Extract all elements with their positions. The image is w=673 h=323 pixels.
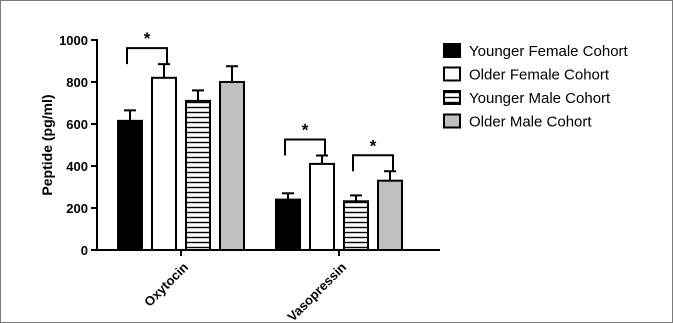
bar	[343, 200, 369, 251]
legend-swatch	[443, 66, 461, 82]
legend-label: Younger Male Cohort	[469, 90, 611, 107]
significance-bracket	[126, 47, 168, 65]
bar	[151, 76, 177, 251]
y-tick-label: 200	[66, 201, 88, 216]
y-tick-label: 800	[66, 75, 88, 90]
x-tick-label: Vasopressin	[284, 259, 349, 323]
legend-swatch	[443, 43, 461, 58]
bar	[275, 198, 301, 252]
legend: Younger Female Cohort Older Female Cohort…	[443, 43, 629, 131]
bar	[309, 162, 335, 251]
significance-bracket	[284, 138, 326, 156]
bar	[377, 179, 403, 251]
y-tick-label: 1000	[59, 33, 88, 48]
y-tick-label: 600	[66, 117, 88, 132]
legend-swatch	[443, 113, 461, 129]
legend-label: Younger Female Cohort	[469, 43, 629, 60]
y-tick-label: 400	[66, 159, 88, 174]
significance-marker: *	[302, 121, 309, 140]
plot-area: 0 200 400 600 800 1000 Oxytocin Vasopressin Pept…	[39, 29, 440, 323]
legend-label: Older Male Cohort	[469, 114, 592, 131]
y-tick-label: 0	[81, 243, 88, 258]
legend-label: Older Female Cohort	[469, 67, 610, 84]
bar	[117, 119, 143, 251]
significance-marker: *	[144, 29, 151, 48]
significance-marker: *	[370, 136, 377, 155]
y-axis-title: Peptide (pg/ml)	[39, 94, 55, 195]
legend-swatch	[443, 90, 461, 105]
bar	[219, 81, 245, 251]
bar	[185, 99, 211, 252]
significance-bracket	[352, 154, 394, 172]
x-tick-label: Oxytocin	[141, 259, 191, 309]
